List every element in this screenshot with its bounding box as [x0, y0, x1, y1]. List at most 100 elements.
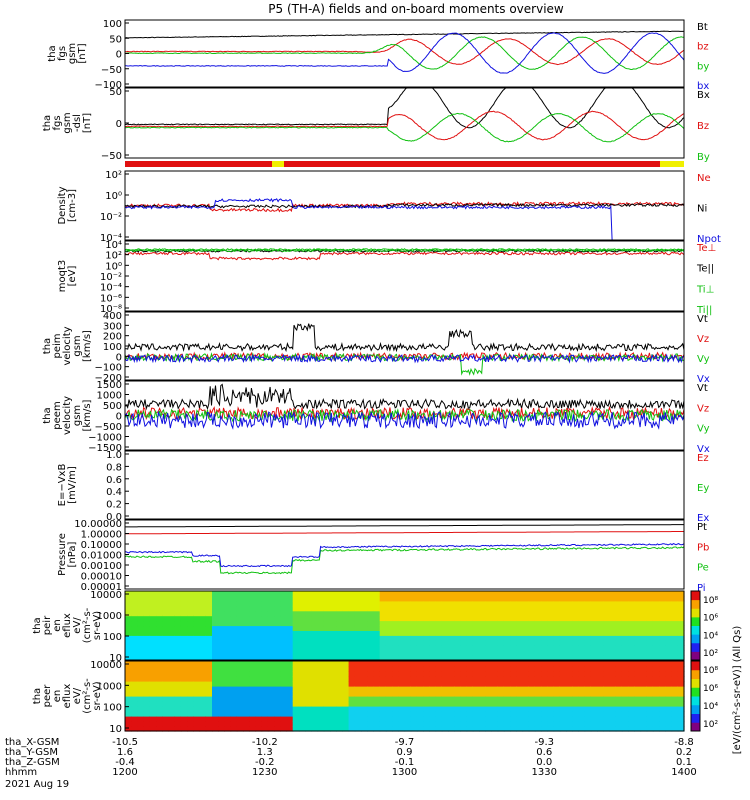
- heatmap-cell: [497, 605, 505, 612]
- heatmap-cell: [553, 655, 561, 661]
- heatmap-cell: [671, 640, 679, 646]
- heatmap-cell: [354, 645, 362, 651]
- heatmap-cell: [174, 686, 182, 692]
- heatmap-cell: [330, 640, 337, 646]
- heatmap-cell: [342, 640, 350, 646]
- heatmap-cell: [137, 676, 145, 682]
- heatmap-cell: [448, 591, 455, 597]
- heatmap-cell: [665, 610, 673, 617]
- heatmap-cell: [261, 595, 269, 602]
- heatmap-cell: [404, 696, 412, 702]
- heatmap-cell: [578, 691, 586, 697]
- heatmap-cell: [416, 645, 424, 651]
- heatmap-cell: [416, 711, 424, 717]
- heatmap-cell: [311, 600, 319, 607]
- heatmap-cell: [274, 666, 281, 672]
- heatmap-cell: [634, 696, 642, 702]
- heatmap-cell: [193, 711, 201, 717]
- heatmap-cell: [659, 711, 666, 717]
- heatmap-cell: [137, 635, 145, 641]
- heatmap-cell: [137, 591, 145, 597]
- heatmap-cell: [503, 676, 511, 682]
- heatmap-cell: [174, 630, 182, 636]
- heatmap-cell: [361, 691, 368, 697]
- heatmap-cell: [621, 661, 629, 667]
- heatmap-cell: [628, 640, 635, 646]
- heatmap-cell: [609, 681, 617, 687]
- heatmap-cell: [274, 605, 281, 612]
- heatmap-cell: [342, 630, 350, 636]
- heatmap-cell: [236, 666, 244, 672]
- heatmap-cell: [609, 610, 617, 617]
- heatmap-cell: [162, 701, 170, 707]
- heatmap-cell: [162, 681, 170, 687]
- heatmap-cell: [379, 610, 387, 617]
- heatmap-cell: [410, 691, 418, 697]
- heatmap-cell: [255, 625, 263, 631]
- heatmap-cell: [510, 655, 517, 661]
- heatmap-cell: [584, 721, 592, 727]
- heatmap-cell: [590, 666, 598, 672]
- series-line-fgs_gsm-3: [124, 32, 685, 74]
- heatmap-cell: [597, 605, 604, 612]
- heatmap-cell: [510, 595, 517, 602]
- heatmap-cell: [534, 620, 542, 627]
- heatmap-cell: [472, 655, 480, 661]
- heatmap-cell: [659, 671, 666, 677]
- heatmap-cell: [373, 640, 381, 646]
- heatmap-cell: [125, 625, 132, 631]
- heatmap-cell: [392, 686, 399, 692]
- colorbar-segment: [691, 651, 700, 661]
- y-tick-label: 10: [109, 653, 122, 664]
- heatmap-cell: [578, 716, 586, 722]
- heatmap-cell: [236, 696, 244, 702]
- heatmap-cell: [516, 686, 524, 692]
- heatmap-cell: [528, 625, 536, 631]
- heatmap-cell: [541, 726, 548, 732]
- heatmap-cell: [156, 711, 163, 717]
- heatmap-cell: [205, 625, 213, 631]
- heatmap-cell: [311, 716, 319, 722]
- heatmap-cell: [249, 726, 256, 732]
- heatmap-cell: [373, 615, 381, 622]
- heatmap-cell: [671, 696, 679, 702]
- y-tick-label: 10⁻²: [100, 272, 122, 283]
- y-tick-label: 10: [109, 724, 122, 735]
- heatmap-cell: [634, 655, 642, 661]
- heatmap-cell: [218, 625, 225, 631]
- heatmap-cell: [640, 671, 648, 677]
- heatmap-cell: [199, 671, 207, 677]
- heatmap-cell: [621, 706, 629, 712]
- heatmap-cell: [267, 650, 275, 656]
- heatmap-cell: [305, 711, 312, 717]
- heatmap-cell: [547, 706, 555, 712]
- heatmap-cell: [472, 635, 480, 641]
- heatmap-cell: [609, 640, 617, 646]
- heatmap-cell: [267, 706, 275, 712]
- heatmap-cell: [361, 650, 368, 656]
- heatmap-cell: [590, 706, 598, 712]
- heatmap-cell: [379, 701, 387, 707]
- heatmap-cell: [603, 681, 611, 687]
- colorbar-tick-label: 10⁸: [703, 596, 718, 606]
- heatmap-cell: [541, 706, 548, 712]
- heatmap-cell: [416, 691, 424, 697]
- heatmap-cell: [187, 686, 194, 692]
- heatmap-cell: [361, 625, 368, 631]
- heatmap-cell: [243, 726, 250, 732]
- heatmap-cell: [609, 696, 617, 702]
- heatmap-cell: [187, 600, 194, 607]
- heatmap-cell: [584, 605, 592, 612]
- heatmap-cell: [336, 591, 343, 597]
- heatmap-cell: [547, 676, 555, 682]
- heatmap-cell: [305, 640, 312, 646]
- heatmap-cell: [634, 701, 642, 707]
- heatmap-cell: [249, 591, 256, 597]
- heatmap-cell: [317, 630, 325, 636]
- heatmap-cell: [392, 595, 399, 602]
- heatmap-cell: [174, 620, 182, 627]
- heatmap-cell: [528, 726, 536, 732]
- heatmap-cell: [230, 711, 238, 717]
- heatmap-cell: [479, 625, 486, 631]
- heatmap-cell: [168, 711, 176, 717]
